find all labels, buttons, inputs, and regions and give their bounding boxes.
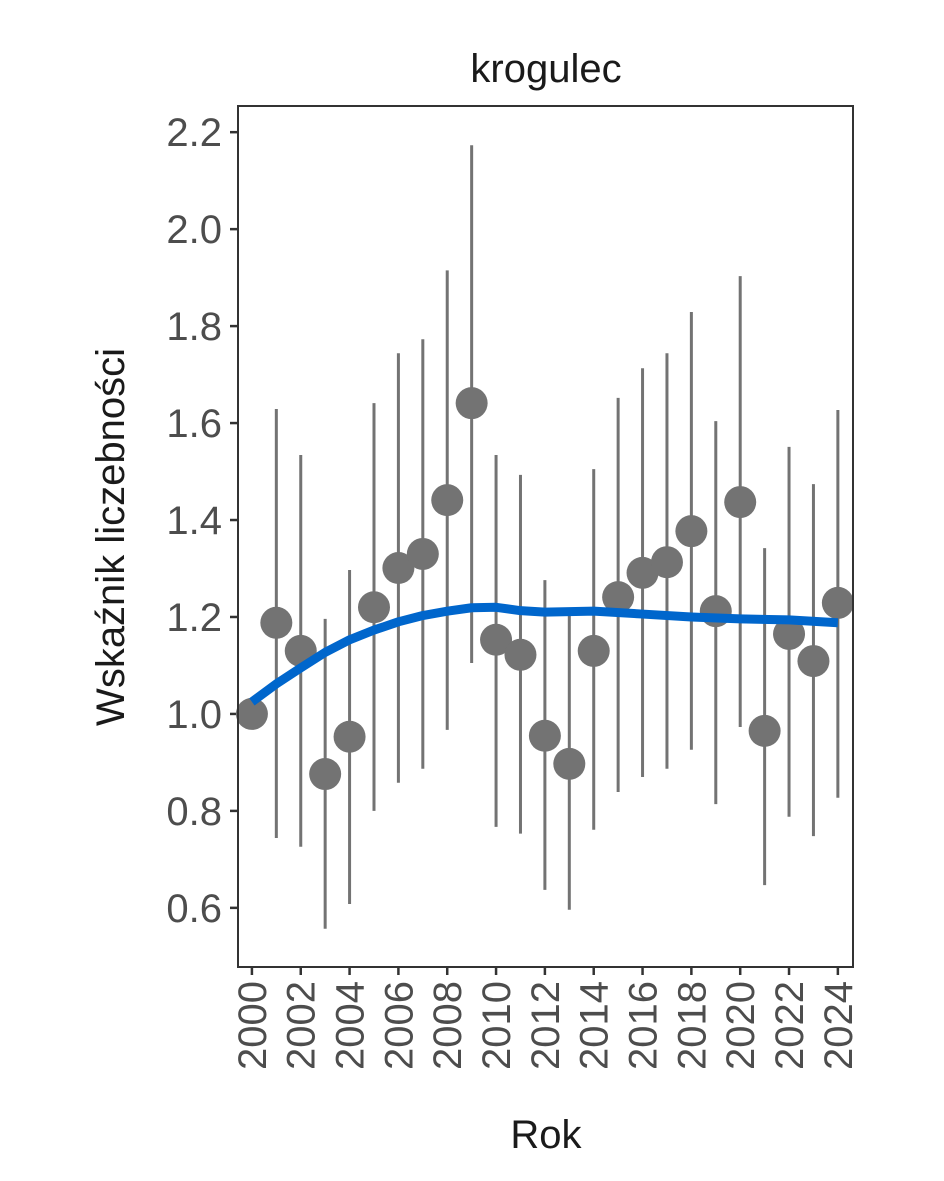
data-point (797, 645, 830, 678)
data-point (455, 387, 488, 420)
data-point (333, 720, 366, 753)
plot-frame (237, 105, 854, 968)
x-tick-label: 2020 (719, 981, 763, 1070)
data-point (724, 486, 757, 519)
data-point (260, 606, 293, 639)
data-point (626, 556, 659, 589)
x-tick-label: 2024 (817, 981, 861, 1070)
data-point (431, 484, 464, 517)
data-point (309, 758, 342, 791)
data-point (406, 537, 439, 570)
y-tick-label: 0.8 (166, 790, 222, 834)
x-tick-label: 2010 (475, 981, 519, 1070)
data-point (553, 747, 586, 780)
x-tick-label: 2000 (231, 981, 275, 1070)
x-tick-label: 2012 (524, 981, 568, 1070)
y-tick-label: 1.2 (166, 596, 222, 640)
data-point (773, 617, 806, 650)
x-tick-label: 2004 (329, 981, 373, 1070)
trend-line (249, 602, 839, 706)
y-tick-label: 1.6 (166, 402, 222, 446)
y-tick-label: 0.6 (166, 887, 222, 931)
x-tick-label: 2006 (377, 981, 421, 1070)
x-axis-label: Rok (510, 1113, 582, 1157)
data-point (382, 552, 415, 585)
data-point (577, 634, 610, 667)
data-point (235, 697, 268, 730)
y-tick-label: 2.2 (166, 111, 222, 155)
data-point (480, 623, 513, 656)
x-tick-label: 2002 (280, 981, 324, 1070)
y-tick-label: 1.0 (166, 693, 222, 737)
data-point (357, 591, 390, 624)
y-tick-label: 1.8 (166, 305, 222, 349)
data-point (650, 546, 683, 579)
x-tick-label: 2016 (622, 981, 666, 1070)
data-point (748, 714, 781, 747)
x-tick-label: 2014 (573, 981, 617, 1070)
x-tick-label: 2018 (670, 981, 714, 1070)
data-point (602, 581, 635, 614)
data-point (821, 586, 854, 619)
data-point (528, 719, 561, 752)
y-tick-label: 2.0 (166, 208, 222, 252)
y-axis-label: Wskaźnik liczebności (89, 348, 133, 726)
y-tick-label: 1.4 (166, 499, 222, 543)
chart-title: krogulec (470, 47, 621, 91)
data-point (504, 638, 537, 671)
data-point (675, 515, 708, 548)
x-tick-label: 2008 (426, 981, 470, 1070)
x-tick-label: 2022 (768, 981, 812, 1070)
